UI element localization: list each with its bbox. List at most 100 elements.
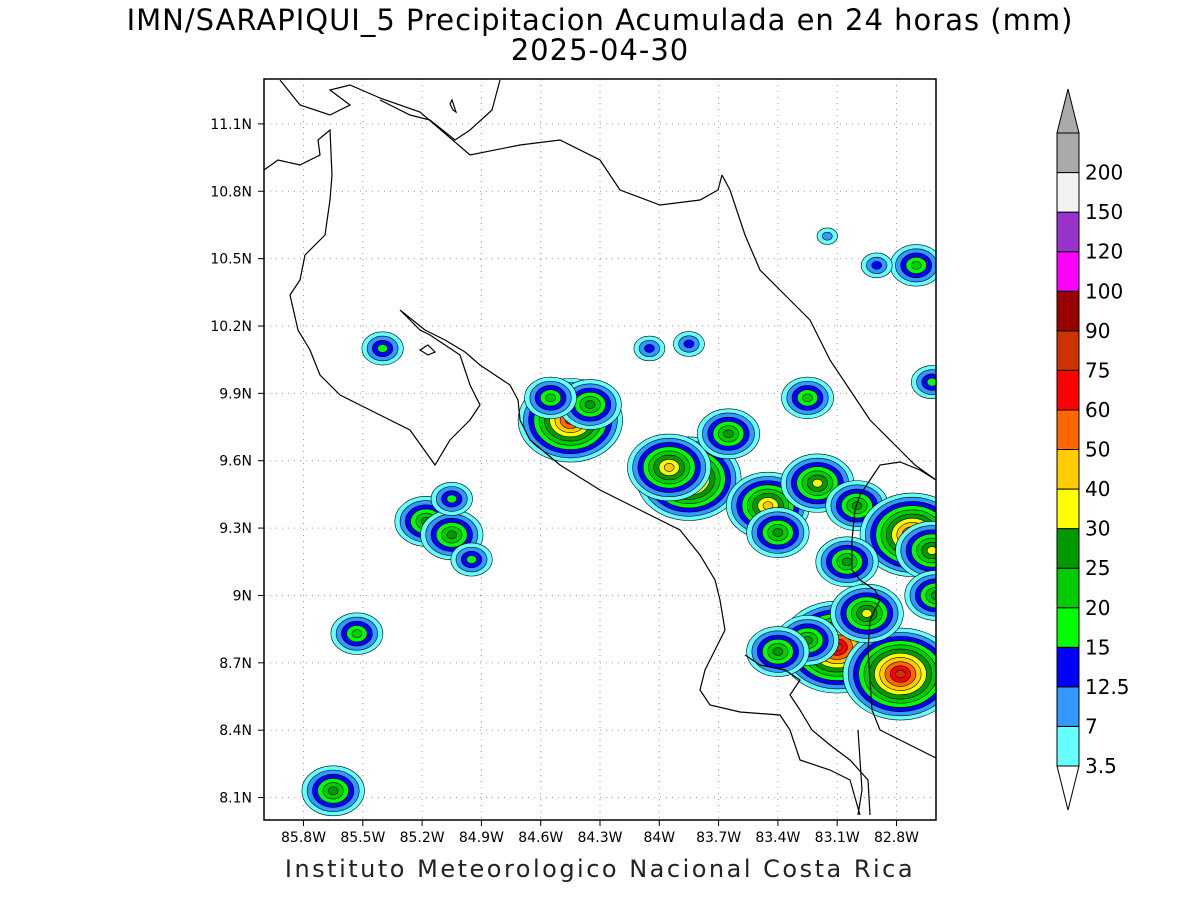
colorbar-segment: [1056, 528, 1080, 569]
precip-contour: [466, 555, 477, 564]
precip-contour: [871, 261, 883, 270]
x-tick-label: 84.9W: [459, 830, 504, 846]
colorbar-segment: [1056, 686, 1080, 727]
precip-contour: [841, 557, 853, 567]
x-tick-label: 84.6W: [518, 830, 563, 846]
precip-cell: [673, 331, 705, 357]
precip-cell: [889, 244, 936, 287]
precip-contour: [910, 261, 922, 270]
colorbar-label: 15: [1085, 635, 1110, 659]
precip-cell: [830, 583, 904, 643]
colorbar-label: 150: [1085, 200, 1123, 224]
panama-border: [851, 461, 936, 759]
colorbar-label: 200: [1085, 161, 1123, 185]
precip-cell: [330, 612, 384, 655]
y-tick-label: 8.4N: [219, 723, 252, 739]
precip-cell: [633, 335, 666, 362]
colorbar-label: 3.5: [1085, 754, 1117, 778]
precip-contour: [802, 393, 813, 403]
colorbar-label: 30: [1085, 517, 1110, 541]
precip-cell: [780, 453, 855, 513]
nicaragua-border-north: [379, 79, 501, 141]
precip-cell: [911, 365, 936, 400]
x-tick-label: 85.2W: [400, 830, 445, 846]
precip-cell: [815, 536, 879, 588]
colorbar-top-arrow: [1056, 88, 1080, 134]
colorbar-segment: [1056, 646, 1080, 688]
precip-contour: [772, 647, 784, 656]
colorbar-segment: [1056, 409, 1080, 450]
precip-cell: [301, 765, 365, 817]
map-title: IMN/SARAPIQUI_5 Precipitacion Acumulada …: [126, 3, 1074, 37]
colorbar-segment: [1056, 567, 1080, 609]
golfo-dulce: [744, 654, 871, 816]
y-tick-label: 10.5N: [210, 252, 252, 268]
y-tick-label: 9N: [233, 588, 252, 604]
caribbean-coast: [721, 174, 936, 481]
colorbar-segment: [1056, 330, 1080, 371]
colorbar-segment: [1056, 172, 1080, 213]
colorbar-label: 12.5: [1085, 675, 1130, 699]
colorbar-label: 7: [1085, 714, 1098, 738]
precip-contour: [584, 400, 596, 409]
precip-contour: [446, 530, 458, 540]
precip-cell: [860, 252, 893, 279]
y-tick-label: 9.9N: [219, 386, 252, 402]
precip-contour: [683, 339, 695, 349]
precipitation-layer: [301, 227, 936, 817]
x-tick-label: 84.3W: [577, 830, 622, 846]
lake-island: [449, 98, 458, 114]
colorbar-bottom-arrow: [1056, 765, 1080, 811]
colorbar-segment: [1056, 369, 1080, 411]
coastline-layer: [264, 79, 936, 816]
precip-cell: [524, 376, 577, 419]
pacific-coast: [264, 128, 861, 816]
colorbar-segment: [1056, 132, 1080, 174]
precip-contour: [821, 231, 833, 241]
precip-contour: [327, 786, 339, 796]
colorbar-label: 60: [1085, 398, 1110, 422]
precip-contour: [644, 344, 655, 353]
precip-contour: [895, 669, 906, 679]
x-tick-label: 85.8W: [281, 830, 326, 846]
precip-contour: [812, 478, 823, 488]
y-tick-label: 11.1N: [210, 117, 252, 133]
precip-cell: [781, 376, 834, 419]
x-tick-label: 82.8W: [874, 830, 919, 846]
precip-contour: [351, 629, 363, 638]
x-tick-label: 83.1W: [815, 830, 860, 846]
colorbar-label: 75: [1085, 358, 1110, 382]
precip-cell: [450, 542, 493, 577]
y-axis: 11.1N 10.8N 10.5N 10.2N 9.9N 9.6N 9.3N 9N 8.7N 8.…: [210, 117, 264, 807]
precip-contour: [663, 463, 675, 472]
precip-contour: [930, 591, 936, 600]
precip-contour: [926, 546, 936, 555]
colorbar-label: 50: [1085, 438, 1110, 462]
footer-credit: Instituto Meteorologico Nacional Costa R…: [284, 855, 916, 883]
colorbar-label: 100: [1085, 279, 1123, 303]
colorbar-label: 25: [1085, 556, 1110, 580]
precip-cell: [430, 481, 473, 516]
colorbar-segment: [1056, 607, 1080, 648]
x-tick-label: 84W: [643, 830, 675, 846]
colorbar: 3.5 7 12.5 15 20 25 30 40 50 60 75 90 100 120 150 200: [1056, 88, 1130, 811]
precip-contour: [926, 377, 936, 387]
precip-cell: [895, 521, 936, 581]
colorbar-label: 120: [1085, 240, 1123, 264]
x-tick-label: 85.5W: [340, 830, 385, 846]
precip-contour: [446, 494, 458, 504]
colorbar-label: 20: [1085, 596, 1110, 620]
colorbar-segment: [1056, 251, 1080, 292]
precip-contour: [545, 393, 556, 403]
y-tick-label: 8.7N: [219, 656, 252, 672]
precip-contour: [377, 344, 388, 353]
precip-contour: [861, 609, 873, 618]
precip-cell: [746, 507, 810, 558]
colorbar-label: 40: [1085, 477, 1110, 501]
precip-cell: [746, 626, 810, 677]
precip-cell: [842, 627, 936, 721]
colorbar-segment: [1056, 290, 1080, 332]
y-tick-label: 8.1N: [219, 791, 252, 807]
colorbar-segment: [1056, 211, 1080, 253]
